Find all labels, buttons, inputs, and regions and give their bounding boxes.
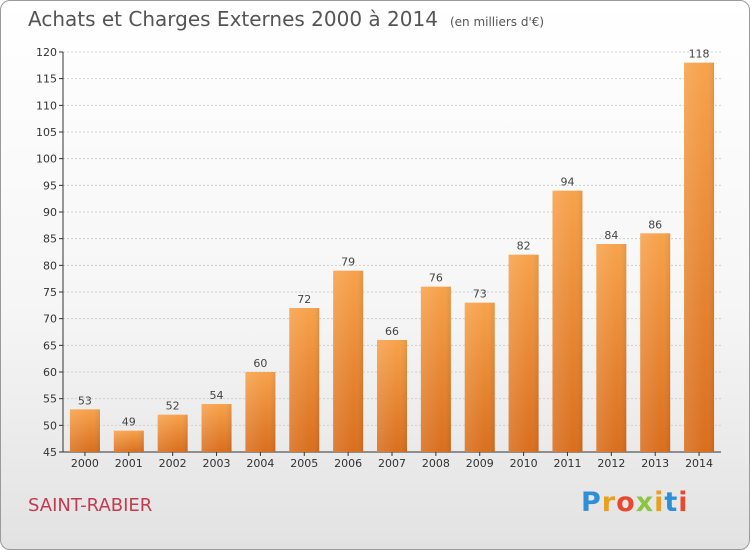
data-label: 54 [210, 389, 224, 402]
x-tick-label: 2001 [115, 457, 143, 470]
y-tick-label: 110 [36, 99, 57, 112]
data-label: 82 [517, 240, 531, 253]
y-tick-label: 85 [43, 233, 57, 246]
data-label: 76 [429, 272, 443, 285]
x-tick-label: 2013 [641, 457, 669, 470]
data-label: 118 [689, 48, 710, 61]
x-tick-label: 2008 [422, 457, 450, 470]
y-tick-label: 45 [43, 446, 57, 459]
x-tick-label: 2006 [334, 457, 362, 470]
logo-letter: i [678, 487, 689, 518]
chart-unit: (en milliers d'€) [449, 15, 545, 29]
bar-shade [464, 302, 495, 452]
chart-title: Achats et Charges Externes 2000 à 2014 (e… [28, 7, 544, 31]
logo-letter: x [635, 487, 655, 518]
y-tick-label: 80 [43, 259, 57, 272]
bar-shade [508, 254, 539, 452]
proxiti-logo: Proxiti [581, 487, 689, 518]
bar-shade [420, 286, 451, 452]
data-label: 86 [648, 218, 662, 231]
data-label: 49 [122, 416, 136, 429]
y-tick-label: 100 [36, 153, 57, 166]
y-tick-label: 90 [43, 206, 57, 219]
x-tick-label: 2000 [71, 457, 99, 470]
x-tick-label: 2007 [378, 457, 406, 470]
x-tick-labels: 2000 2001 2002 2003 2004 2005 2006 2007 2008 2009… [71, 452, 713, 470]
data-label: 84 [604, 229, 618, 242]
x-tick-label: 2004 [246, 457, 274, 470]
bar-shade [113, 430, 144, 452]
bar-shade [157, 414, 188, 452]
y-tick-label: 120 [36, 46, 57, 59]
logo-letter: r [601, 487, 617, 518]
bar-shade [69, 409, 100, 452]
y-tick-label: 65 [43, 339, 57, 352]
y-tick-label: 60 [43, 366, 57, 379]
logo-letter: o [616, 487, 636, 518]
y-tick-label: 50 [43, 419, 57, 432]
y-tick-label: 95 [43, 179, 57, 192]
data-label: 66 [385, 325, 399, 338]
bars [69, 62, 715, 453]
y-tick-label: 105 [36, 126, 57, 139]
logo-letter: P [581, 487, 602, 518]
y-tick-label: 115 [36, 73, 57, 86]
bar-shade [333, 270, 364, 452]
x-tick-label: 2010 [510, 457, 538, 470]
y-tick-label: 55 [43, 393, 57, 406]
x-tick-label: 2012 [597, 457, 625, 470]
data-label: 60 [253, 357, 267, 370]
bar-shade [640, 233, 671, 452]
bar-shade [377, 340, 407, 452]
x-tick-label: 2009 [466, 457, 494, 470]
data-label: 53 [78, 394, 92, 407]
city-name: SAINT-RABIER [28, 495, 153, 516]
chart-title-text: Achats et Charges Externes 2000 à 2014 [28, 7, 438, 31]
y-tick-labels: 45 50 55 60 65 70 75 80 85 90 95 100 105 110 115 120 [36, 46, 57, 459]
data-label: 73 [473, 288, 487, 301]
x-tick-label: 2002 [159, 457, 187, 470]
x-tick-label: 2003 [203, 457, 231, 470]
y-tick-label: 75 [43, 286, 57, 299]
logo-letter: t [664, 487, 679, 518]
bar-shade [245, 372, 276, 452]
x-tick-label: 2005 [290, 457, 318, 470]
x-tick-label: 2011 [553, 457, 581, 470]
x-tick-label: 2014 [685, 457, 713, 470]
logo-letter: i [654, 487, 665, 518]
data-label: 52 [166, 400, 180, 413]
data-label: 79 [341, 256, 355, 269]
bar-shade [201, 404, 232, 452]
bar-shade [552, 190, 583, 452]
bar-shade [684, 62, 715, 453]
data-label: 94 [560, 176, 574, 189]
y-tick-label: 70 [43, 313, 57, 326]
bar-shade [596, 244, 627, 452]
bar-shade [289, 308, 320, 452]
data-labels: 53 49 52 54 60 72 79 66 76 73 82 94 84 86 118 [78, 48, 710, 429]
data-label: 72 [297, 293, 311, 306]
